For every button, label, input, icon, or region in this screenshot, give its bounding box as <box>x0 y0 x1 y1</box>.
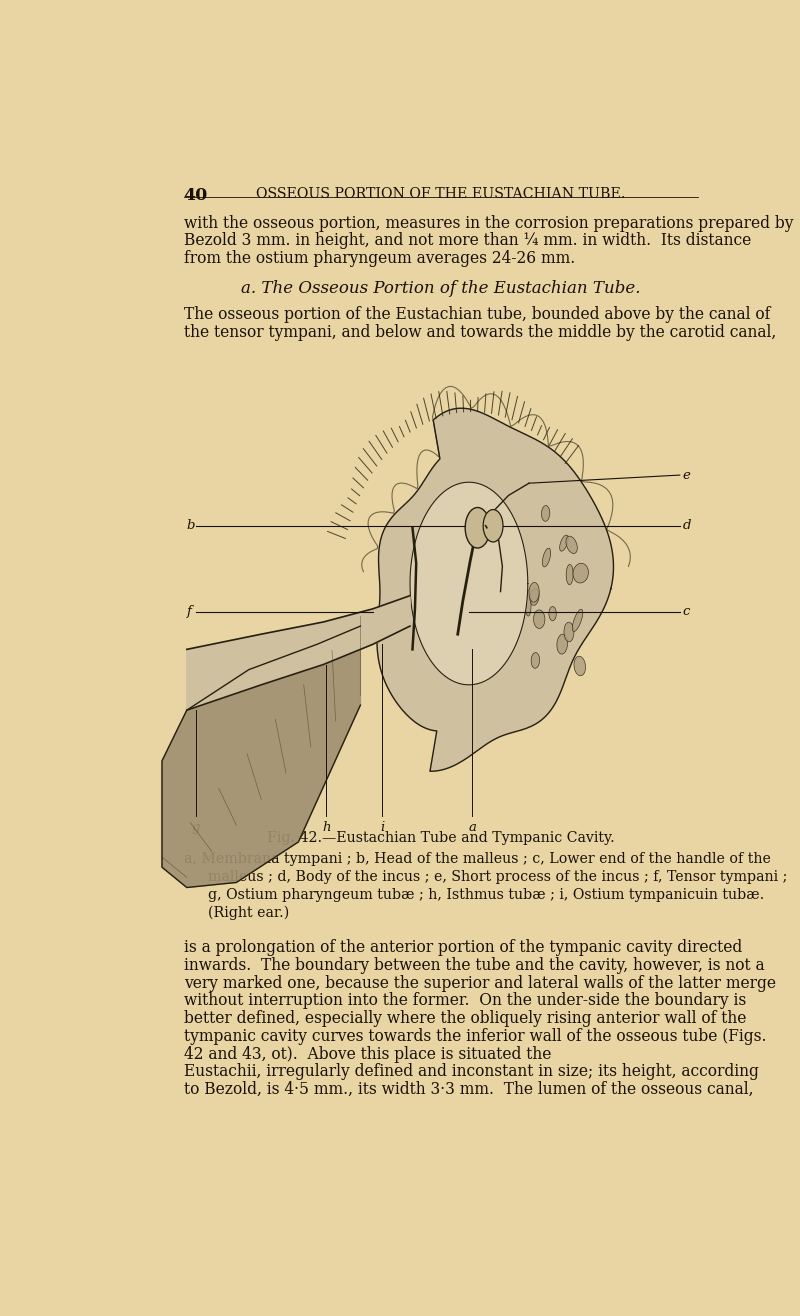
Ellipse shape <box>566 565 573 584</box>
Text: h: h <box>322 821 330 833</box>
Text: The osseous portion of the Eustachian tube, bounded above by the canal of: The osseous portion of the Eustachian tu… <box>184 307 770 324</box>
Text: b: b <box>187 520 195 532</box>
Ellipse shape <box>534 609 545 629</box>
Polygon shape <box>377 408 614 771</box>
Text: a: a <box>468 821 476 833</box>
Ellipse shape <box>510 557 523 574</box>
Circle shape <box>465 508 490 547</box>
Text: f: f <box>187 605 192 619</box>
Ellipse shape <box>572 609 583 632</box>
Ellipse shape <box>531 653 539 669</box>
Text: without interruption into the former.  On the under-side the boundary is: without interruption into the former. On… <box>184 992 746 1009</box>
Text: 42 and 43, ot).  Above this place is situated the: 42 and 43, ot). Above this place is situ… <box>184 1046 556 1062</box>
Circle shape <box>483 509 503 542</box>
Polygon shape <box>187 596 410 711</box>
Text: to Bezold, is 4·5 mm., its width 3·3 mm.  The lumen of the osseous canal,: to Bezold, is 4·5 mm., its width 3·3 mm.… <box>184 1080 754 1098</box>
Text: the tensor tympani, and below and towards the middle by the carotid canal,: the tensor tympani, and below and toward… <box>184 324 776 341</box>
Ellipse shape <box>510 540 522 557</box>
Text: c: c <box>682 605 690 619</box>
Ellipse shape <box>549 607 556 621</box>
Ellipse shape <box>560 536 568 551</box>
Text: inwards.  The boundary between the tube and the cavity, however, is not a: inwards. The boundary between the tube a… <box>184 957 764 974</box>
Text: i: i <box>380 821 384 833</box>
Text: g, Ostium pharyngeum tubæ ; h, Isthmus tubæ ; i, Ostium tympanicuin tubæ.: g, Ostium pharyngeum tubæ ; h, Isthmus t… <box>209 887 765 901</box>
Text: malleus ; d, Body of the incus ; e, Short process of the incus ; f, Tensor tympa: malleus ; d, Body of the incus ; e, Shor… <box>209 870 788 884</box>
Text: (Right ear.): (Right ear.) <box>209 905 290 920</box>
Text: a. The Osseous Portion of the Eustachian Tube.: a. The Osseous Portion of the Eustachian… <box>242 280 641 297</box>
Ellipse shape <box>525 590 531 616</box>
Text: with the osseous portion, measures in the corrosion preparations prepared by: with the osseous portion, measures in th… <box>184 215 794 232</box>
Polygon shape <box>162 626 360 887</box>
Text: Eustachii, irregularly defined and inconstant in size; its height, according: Eustachii, irregularly defined and incon… <box>184 1063 758 1080</box>
Ellipse shape <box>574 657 586 675</box>
Text: very marked one, because the superior and lateral walls of the latter merge: very marked one, because the superior an… <box>184 975 776 992</box>
Ellipse shape <box>542 505 550 521</box>
Ellipse shape <box>530 588 539 605</box>
Polygon shape <box>410 482 528 684</box>
Ellipse shape <box>542 549 550 567</box>
Ellipse shape <box>566 536 578 554</box>
Ellipse shape <box>557 634 567 654</box>
Text: Bezold 3 mm. in height, and not more than ¼ mm. in width.  Its distance: Bezold 3 mm. in height, and not more tha… <box>184 233 751 250</box>
Text: is a prolongation of the anterior portion of the tympanic cavity directed: is a prolongation of the anterior portio… <box>184 940 742 957</box>
Text: d: d <box>682 520 691 532</box>
Text: g: g <box>192 821 200 833</box>
Ellipse shape <box>564 622 574 642</box>
Text: a, Membrana tympani ; b, Head of the malleus ; c, Lower end of the handle of the: a, Membrana tympani ; b, Head of the mal… <box>184 851 770 866</box>
Text: Fig. 42.—Eustachian Tube and Tympanic Cavity.: Fig. 42.—Eustachian Tube and Tympanic Ca… <box>267 830 615 845</box>
Text: from the ostium pharyngeum averages 24-26 mm.: from the ostium pharyngeum averages 24-2… <box>184 250 575 267</box>
Text: OSSEOUS PORTION OF THE EUSTACHIAN TUBE.: OSSEOUS PORTION OF THE EUSTACHIAN TUBE. <box>256 187 626 201</box>
Text: tympanic cavity curves towards the inferior wall of the osseous tube (Figs.: tympanic cavity curves towards the infer… <box>184 1028 766 1045</box>
Text: e: e <box>682 468 690 482</box>
Text: better defined, especially where the obliquely rising anterior wall of the: better defined, especially where the obl… <box>184 1011 746 1026</box>
Ellipse shape <box>529 583 539 603</box>
Text: 40: 40 <box>184 187 208 204</box>
Ellipse shape <box>573 563 589 583</box>
